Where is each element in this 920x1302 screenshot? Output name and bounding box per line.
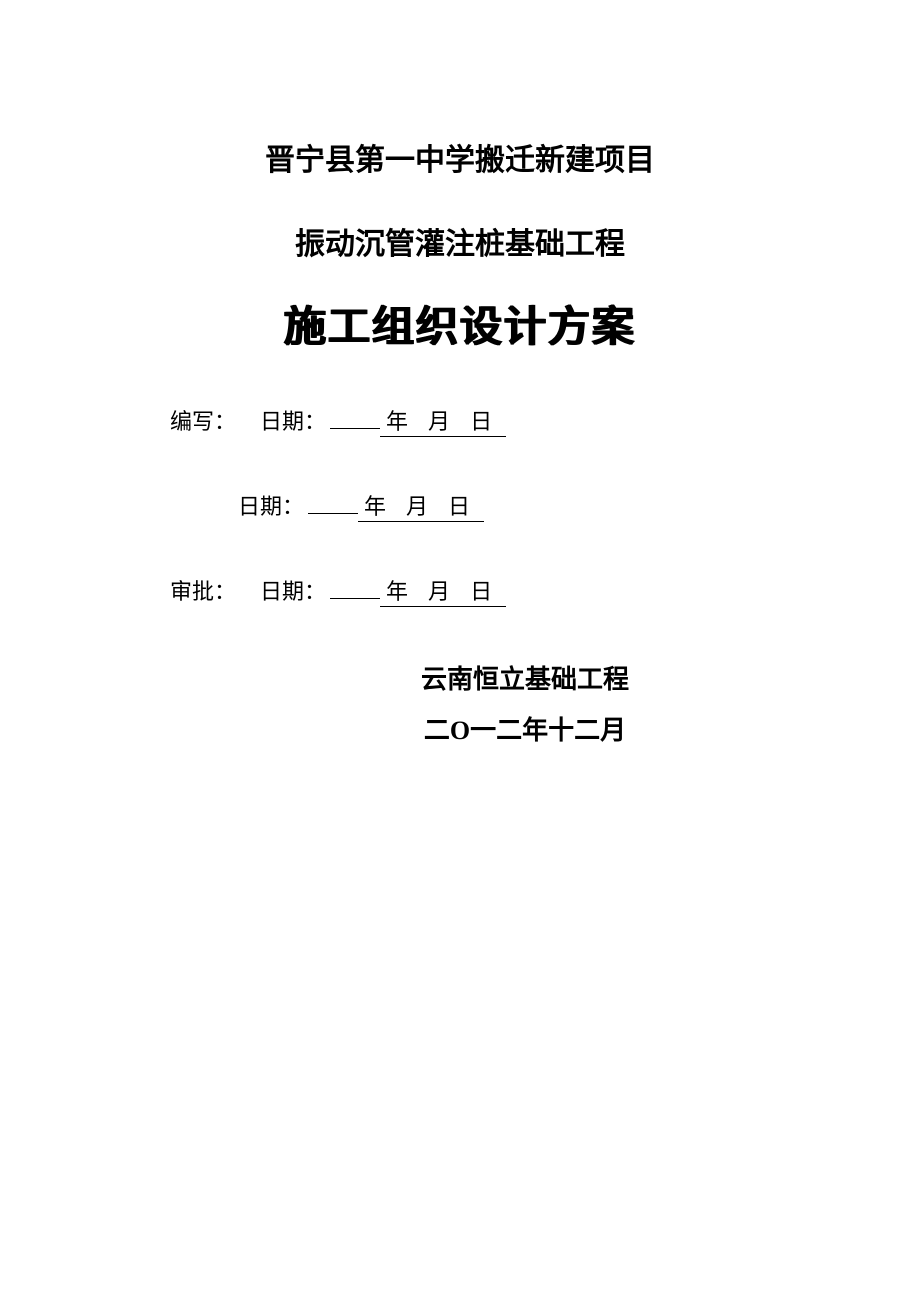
year-blank-3 — [330, 598, 380, 599]
year-blank-2 — [308, 513, 358, 514]
footer-company: 云南恒立基础工程 — [300, 659, 750, 696]
footer-date: 二O一二年十二月 — [300, 710, 750, 747]
month-segment-2: 月 — [400, 489, 442, 522]
month-unit-1: 月 — [428, 404, 450, 436]
writer-row: 编写： 日期： 年 月 日 — [170, 404, 750, 437]
day-unit-2: 日 — [448, 489, 470, 521]
year-unit-2: 年 — [364, 489, 386, 521]
title-line-2: 振动沉管灌注桩基础工程 — [170, 219, 750, 263]
date-label-2: 日期： — [238, 489, 304, 521]
day-segment-2: 日 — [442, 489, 484, 522]
date-label-1: 日期： — [260, 404, 326, 436]
day-unit-3: 日 — [470, 574, 492, 606]
approver-label: 审批： — [170, 574, 236, 606]
document-page: 晋宁县第一中学搬迁新建项目 振动沉管灌注桩基础工程 施工组织设计方案 编写： 日… — [0, 0, 920, 747]
day-segment-3: 日 — [464, 574, 506, 607]
month-unit-3: 月 — [428, 574, 450, 606]
date-label-3: 日期： — [260, 574, 326, 606]
month-unit-2: 月 — [406, 489, 428, 521]
year-blank-1 — [330, 428, 380, 429]
day-segment-1: 日 — [464, 404, 506, 437]
year-segment-3: 年 — [380, 574, 422, 607]
year-unit-3: 年 — [386, 574, 408, 606]
month-segment-3: 月 — [422, 574, 464, 607]
year-segment-2: 年 — [358, 489, 400, 522]
writer-label: 编写： — [170, 404, 236, 436]
approver-row: 审批： 日期： 年 月 日 — [170, 574, 750, 607]
month-segment-1: 月 — [422, 404, 464, 437]
year-segment-1: 年 — [380, 404, 422, 437]
year-unit-1: 年 — [386, 404, 408, 436]
footer-block: 云南恒立基础工程 二O一二年十二月 — [170, 659, 750, 747]
title-line-3: 施工组织设计方案 — [170, 293, 750, 354]
day-unit-1: 日 — [470, 404, 492, 436]
title-line-1: 晋宁县第一中学搬迁新建项目 — [170, 135, 750, 179]
date-row-2: 日期： 年 月 日 — [238, 489, 750, 522]
